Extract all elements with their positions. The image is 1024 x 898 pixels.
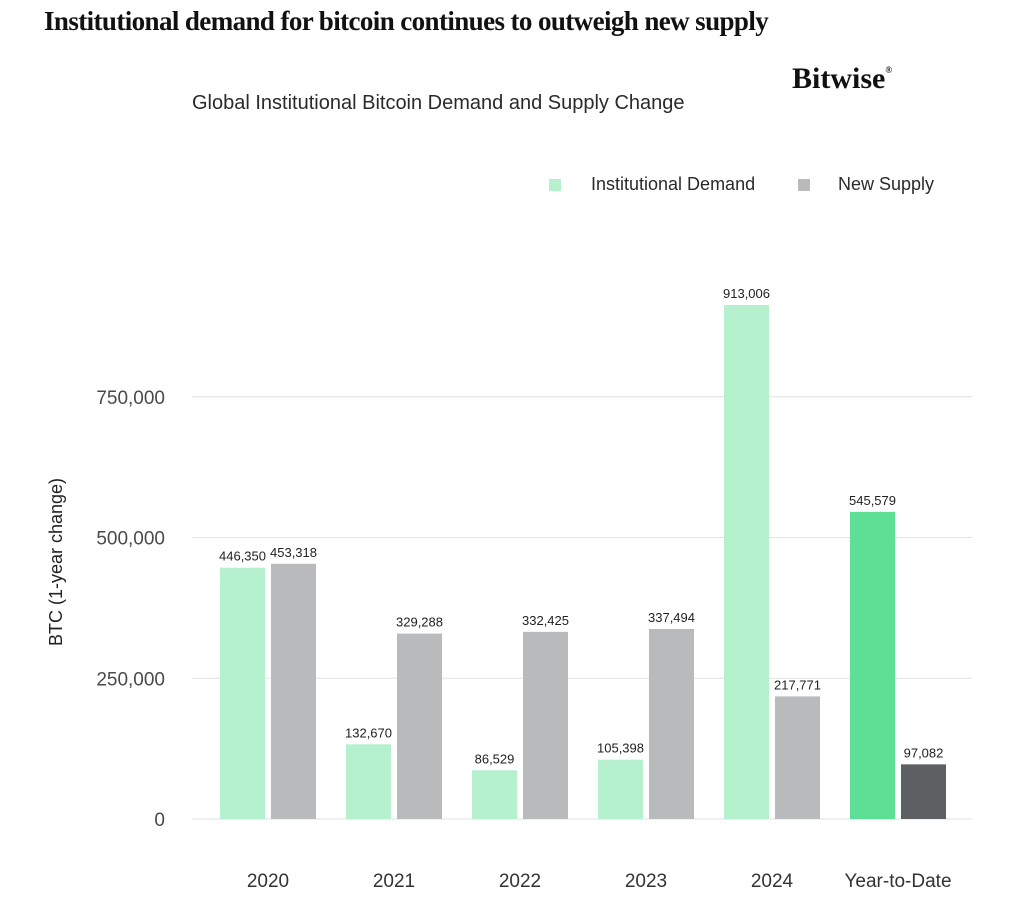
y-axis-title: BTC (1-year change) xyxy=(46,478,66,646)
bar-supply xyxy=(523,631,568,819)
x-tick-label: 2022 xyxy=(499,871,541,892)
x-tick-label: Year-to-Date xyxy=(844,871,951,892)
legend-label-demand: Institutional Demand xyxy=(591,174,756,194)
data-label-supply: 453,318 xyxy=(270,545,317,560)
x-tick-label: 2020 xyxy=(247,871,289,892)
registered-mark: ® xyxy=(885,65,893,75)
chart-title: Global Institutional Bitcoin Demand and … xyxy=(192,92,685,114)
data-label-supply: 337,494 xyxy=(648,610,695,625)
x-tick-label: 2023 xyxy=(625,871,667,892)
legend-swatch-supply xyxy=(798,178,810,191)
legend-label-supply: New Supply xyxy=(838,174,935,194)
bar-demand xyxy=(346,744,391,819)
data-label-supply: 97,082 xyxy=(904,745,944,760)
bar-demand xyxy=(724,305,769,819)
bar-demand xyxy=(472,770,517,819)
bar-demand xyxy=(598,759,643,819)
y-tick-label: 750,000 xyxy=(96,388,165,409)
bar-supply xyxy=(649,628,694,819)
data-label-supply: 329,288 xyxy=(396,615,443,630)
legend-item-new-supply: New Supply xyxy=(798,174,934,195)
bar-supply xyxy=(397,633,442,819)
y-tick-label: 250,000 xyxy=(96,669,165,690)
data-label-supply: 332,425 xyxy=(522,613,569,628)
y-tick-label: 500,000 xyxy=(96,529,165,550)
data-label-demand: 105,398 xyxy=(597,741,644,756)
data-label-demand: 132,670 xyxy=(345,725,392,740)
bar-supply xyxy=(271,563,316,819)
data-label-demand: 545,579 xyxy=(849,493,896,508)
legend-item-institutional-demand: Institutional Demand xyxy=(549,174,755,195)
bitwise-logo: Bitwise® xyxy=(792,62,892,96)
y-tick-label: 0 xyxy=(154,810,165,831)
bar-demand xyxy=(220,567,265,819)
data-label-demand: 446,350 xyxy=(219,549,266,564)
brand-name: Bitwise xyxy=(792,62,886,95)
x-tick-label: 2021 xyxy=(373,871,415,892)
data-label-supply: 217,771 xyxy=(774,677,821,692)
bar-supply xyxy=(775,696,820,819)
headline: Institutional demand for bitcoin continu… xyxy=(44,6,769,36)
data-label-demand: 86,529 xyxy=(475,751,515,766)
legend-swatch-demand xyxy=(549,178,561,191)
bar-supply xyxy=(901,764,946,819)
data-label-demand: 913,006 xyxy=(723,286,770,301)
x-tick-label: 2024 xyxy=(751,871,794,892)
bar-demand xyxy=(850,511,895,819)
